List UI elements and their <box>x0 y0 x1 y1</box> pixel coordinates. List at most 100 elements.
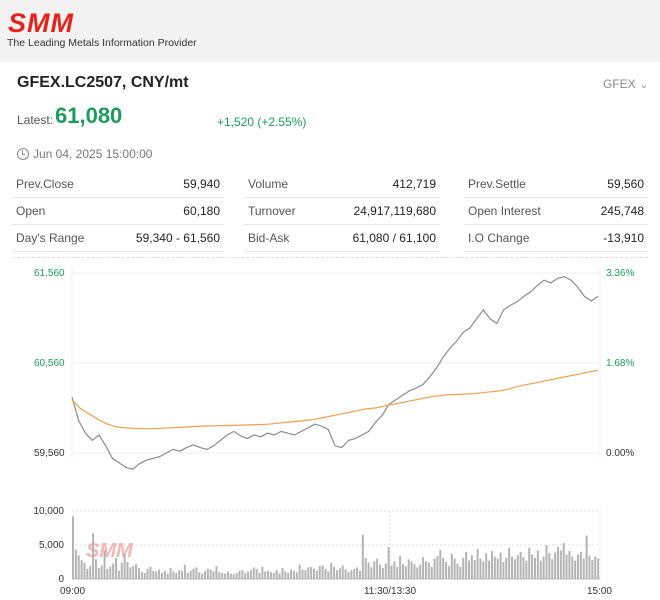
volume-bar <box>585 535 588 579</box>
stat-cell: Turnover 24,917,119,680 <box>244 198 440 225</box>
volume-bar <box>571 556 574 579</box>
volume-bar <box>252 567 255 579</box>
volume-bar <box>347 572 350 579</box>
volume-bar <box>333 566 336 579</box>
volume-bar <box>516 555 519 579</box>
volume-bar <box>531 554 534 579</box>
volume-bar <box>298 564 301 579</box>
volume-bar <box>358 570 361 579</box>
volume-bar <box>215 566 218 579</box>
volume-bar <box>433 558 436 579</box>
volume-bar <box>479 558 482 579</box>
volume-bar <box>344 569 347 579</box>
volume-bar <box>413 564 416 579</box>
volume-bar <box>594 556 597 579</box>
volume-bar <box>490 551 493 579</box>
volume-bar <box>407 559 410 579</box>
volume-bar <box>247 571 250 579</box>
volume-bar <box>109 566 112 579</box>
stat-key: I.O Change <box>468 231 530 245</box>
volume-bar <box>436 555 439 579</box>
volume-bar <box>511 556 514 579</box>
volume-bar <box>534 557 536 579</box>
volume-bar <box>155 571 158 579</box>
volume-bar <box>264 571 267 579</box>
volume-bar <box>120 562 123 579</box>
volume-bar <box>278 573 281 579</box>
volume-bar <box>568 551 571 579</box>
volume-bar <box>189 570 192 579</box>
time-tick-label: 11:30/13:30 <box>364 586 417 597</box>
volume-bar <box>551 559 554 579</box>
volume-bar <box>290 569 293 579</box>
volume-bar <box>387 547 390 579</box>
volume-bar <box>462 557 465 579</box>
tagline: The Leading Metals Information Provider <box>7 37 197 49</box>
volume-bar <box>292 570 295 579</box>
volume-bar <box>513 559 516 579</box>
volume-bar <box>341 565 344 579</box>
stat-key: Volume <box>248 177 289 191</box>
volume-bar <box>488 560 491 579</box>
volume-bar <box>206 568 209 579</box>
volume-bar <box>327 571 330 579</box>
percent-tick-label: 0.00% <box>606 448 634 459</box>
volume-bar <box>169 568 172 579</box>
site-header: SMM The Leading Metals Information Provi… <box>0 0 660 62</box>
stat-key: Turnover <box>248 204 296 218</box>
volume-bar <box>459 566 462 579</box>
volume-bar <box>315 570 318 579</box>
volume-bar <box>181 570 184 579</box>
volume-bar <box>350 570 353 579</box>
stat-cell: Bid-Ask 61,080 / 61,100 <box>244 225 440 252</box>
volume-bar <box>410 561 413 579</box>
stat-cell: I.O Change -13,910 <box>464 225 648 252</box>
volume-bar <box>496 558 499 579</box>
volume-bar <box>456 563 459 579</box>
volume-bar <box>321 565 324 579</box>
volume-bar <box>89 566 92 579</box>
stat-cell: Volume 412,719 <box>244 171 440 198</box>
volume-bar <box>126 562 129 579</box>
stats-row: Day's Range 59,340 - 61,560 Bid-Ask 61,080… <box>12 225 648 252</box>
volume-bar <box>482 561 485 579</box>
volume-bar <box>473 560 476 579</box>
volume-bar <box>542 556 545 579</box>
stat-value: 59,560 <box>607 177 644 191</box>
volume-bar <box>94 559 97 579</box>
volume-bar <box>72 516 74 579</box>
exchange-label: GFEX <box>602 77 636 91</box>
volume-bar <box>370 567 373 579</box>
volume-bar <box>275 570 278 579</box>
volume-bar <box>92 533 95 579</box>
volume-bar <box>235 572 238 579</box>
volume-bar <box>361 534 364 579</box>
volume-bar <box>422 557 425 579</box>
volume-bar <box>577 554 580 579</box>
volume-bar <box>379 564 382 579</box>
stat-cell: Prev.Settle 59,560 <box>464 171 648 198</box>
volume-bar <box>310 566 313 579</box>
volume-bar <box>106 568 109 579</box>
volume-bar <box>178 570 181 579</box>
stat-value: 412,719 <box>392 177 436 191</box>
volume-bar <box>226 571 229 579</box>
volume-bar <box>112 563 115 579</box>
stats-row: Open 60,180 Turnover 24,917,119,680 Open I… <box>12 198 648 225</box>
volume-bar <box>559 550 562 579</box>
instrument-title: GFEX.LC2507, CNY/mt <box>17 74 189 91</box>
chevron-down-icon: ⌄ <box>639 80 648 91</box>
price-grid <box>71 268 601 458</box>
volume-bar <box>172 571 175 579</box>
volume-bar <box>284 571 287 579</box>
volume-bar <box>198 572 201 579</box>
volume-bar <box>115 557 118 579</box>
stat-value: 60,180 <box>183 204 220 218</box>
volume-bar <box>138 568 140 579</box>
exchange-selector[interactable]: GFEX ⌄ <box>603 77 648 91</box>
latest-price: 61,080 <box>55 103 123 128</box>
volume-bar <box>241 570 244 579</box>
time-tick-label: 15:00 <box>587 586 612 597</box>
volume-bar <box>465 551 468 579</box>
price-lines <box>71 275 599 470</box>
